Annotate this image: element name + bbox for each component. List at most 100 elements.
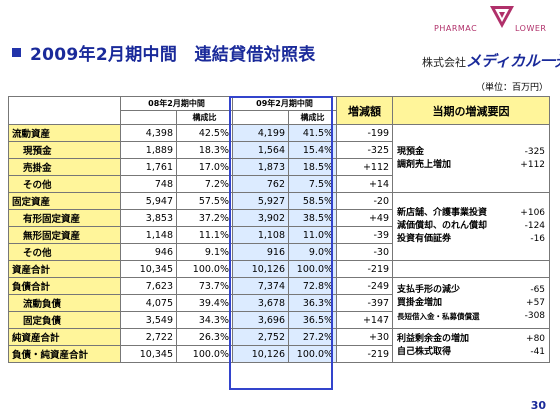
- period1-ratio: 18.3%: [175, 141, 234, 159]
- reason-line: 投資有価証券 -16: [397, 233, 545, 246]
- reason-item: 自己株式取得: [397, 346, 452, 357]
- period2-ratio: 36.5%: [288, 311, 338, 329]
- reason-cell: 支払手形の減少 -65 買掛金増加 +57 長短借入金・私募債償還 -308: [392, 277, 551, 329]
- period2-ratio: 100.0%: [288, 345, 338, 363]
- reason-value: +80: [526, 333, 546, 344]
- period1-ratio: 57.5%: [175, 192, 234, 210]
- period1-ratio: 11.1%: [175, 226, 234, 244]
- unit-label: （単位：百万円）: [475, 83, 548, 93]
- reason-line: 減価償却、のれん償却 -124: [397, 220, 545, 233]
- period1-ratio: 73.7%: [175, 277, 234, 295]
- reason-item: 調剤売上増加: [397, 159, 452, 170]
- row-label: その他: [8, 175, 121, 193]
- table-row: 固定負債 3,549 34.3% 3,696 36.5% +147: [8, 311, 550, 329]
- row-label: 純資産合計: [8, 328, 121, 346]
- row-label: 負債・純資産合計: [8, 345, 121, 363]
- period1-amount: 4,398: [120, 124, 177, 142]
- header-reason: 当期の増減要因: [392, 96, 551, 125]
- reason-item: 長短借入金・私募債償還: [397, 311, 480, 321]
- row-label: 売掛金: [8, 158, 121, 176]
- period1-ratio: 100.0%: [175, 260, 234, 278]
- header-period2-amount: [232, 110, 290, 125]
- row-label: 流動資産: [8, 124, 121, 142]
- period2-ratio: 15.4%: [288, 141, 338, 159]
- reason-item: 現預金: [397, 146, 425, 157]
- table-row: 流動負債 4,075 39.4% 3,678 36.3% -397: [8, 294, 550, 312]
- header-period1-ratio: 構成比: [175, 110, 234, 125]
- header-row: 08年2月期中間 09年2月期中間 増減額 当期の増減要因: [8, 96, 551, 125]
- reason-item: 新店舗、介護事業投資: [397, 208, 488, 218]
- reason-value: -325: [524, 146, 546, 157]
- change-amount: -325: [336, 141, 394, 159]
- period2-amount: 2,752: [232, 328, 290, 346]
- row-label: 無形固定資産: [8, 226, 121, 244]
- change-amount: -249: [336, 277, 394, 295]
- company-logo-text: 株式会社メディカル一光: [422, 52, 560, 70]
- reason-cell: 新店舗、介護事業投資 +106 減価償却、のれん償却 -124 投資有価証券 -16: [392, 192, 551, 261]
- page-title: 2009年2月期中間 連結貸借対照表: [30, 45, 316, 65]
- period1-ratio: 42.5%: [175, 124, 234, 142]
- period2-amount: 3,902: [232, 209, 290, 227]
- reason-item: 利益剰余金の増加: [397, 333, 470, 344]
- change-amount: -30: [336, 243, 394, 261]
- reason-line: 長短借入金・私募債償還 -308: [397, 310, 545, 323]
- reason-line: 新店舗、介護事業投資 +106: [397, 207, 545, 220]
- row-label: 流動負債: [8, 294, 121, 312]
- row-label: その他: [8, 243, 121, 261]
- period2-amount: 1,564: [232, 141, 290, 159]
- row-label: 資産合計: [8, 260, 121, 278]
- period1-ratio: 9.1%: [175, 243, 234, 261]
- change-amount: +112: [336, 158, 394, 176]
- logo-pharmacy-text: PHARMAC LOWER: [434, 24, 547, 33]
- reason-item: 買掛金増加: [397, 297, 443, 308]
- row-label: 有形固定資産: [8, 209, 121, 227]
- reason-line: 支払手形の減少 -65: [397, 284, 545, 297]
- table-row: 無形固定資産 1,148 11.1% 1,108 11.0% -39: [8, 226, 550, 244]
- header-period1-amount: [120, 110, 177, 125]
- period1-amount: 3,853: [120, 209, 177, 227]
- row-label: 固定資産: [8, 192, 121, 210]
- period1-amount: 3,549: [120, 311, 177, 329]
- table-row: 負債合計 7,623 73.7% 7,374 72.8% -249 支払手形の減少 -65 買掛…: [8, 277, 551, 329]
- reason-value: +112: [520, 159, 546, 170]
- reason-cell: [392, 260, 551, 278]
- change-amount: -39: [336, 226, 394, 244]
- table-row: 純資産合計 2,722 26.3% 2,752 27.2% +30 利益剰余金の増加 +80 自…: [8, 328, 551, 363]
- period1-amount: 1,761: [120, 158, 177, 176]
- period1-amount: 4,075: [120, 294, 177, 312]
- period2-ratio: 100.0%: [288, 260, 338, 278]
- period1-amount: 7,623: [120, 277, 177, 295]
- change-amount: +14: [336, 175, 394, 193]
- period1-ratio: 37.2%: [175, 209, 234, 227]
- period2-amount: 3,678: [232, 294, 290, 312]
- reason-cell: 利益剰余金の増加 +80 自己株式取得 -41: [392, 328, 551, 363]
- period2-ratio: 36.3%: [288, 294, 338, 312]
- change-amount: +147: [336, 311, 394, 329]
- reason-item: 投資有価証券: [397, 234, 452, 244]
- period2-amount: 7,374: [232, 277, 290, 295]
- header-period2-ratio: 構成比: [288, 110, 338, 125]
- reason-item: 支払手形の減少: [397, 284, 461, 295]
- title-bullet-icon: [12, 48, 21, 57]
- header-change: 増減額: [336, 96, 394, 125]
- period2-amount: 10,126: [232, 260, 290, 278]
- period1-amount: 946: [120, 243, 177, 261]
- balance-sheet-table: 08年2月期中間 09年2月期中間 増減額 当期の増減要因 構成比 構成比流動資産 4,39…: [8, 96, 551, 363]
- period1-amount: 10,345: [120, 345, 177, 363]
- change-amount: +49: [336, 209, 394, 227]
- period2-ratio: 9.0%: [288, 243, 338, 261]
- period2-amount: 762: [232, 175, 290, 193]
- row-label: 現預金: [8, 141, 121, 159]
- reason-line: 自己株式取得 -41: [397, 346, 545, 359]
- reason-value: +57: [526, 297, 546, 308]
- table-row: 負債・純資産合計 10,345 100.0% 10,126 100.0% -219: [8, 345, 550, 363]
- period1-ratio: 7.2%: [175, 175, 234, 193]
- change-amount: -397: [336, 294, 394, 312]
- period1-amount: 2,722: [120, 328, 177, 346]
- period1-amount: 748: [120, 175, 177, 193]
- period2-ratio: 58.5%: [288, 192, 338, 210]
- header-period1: 08年2月期中間: [119, 96, 234, 111]
- reason-value: -65: [530, 284, 546, 295]
- period1-amount: 1,148: [120, 226, 177, 244]
